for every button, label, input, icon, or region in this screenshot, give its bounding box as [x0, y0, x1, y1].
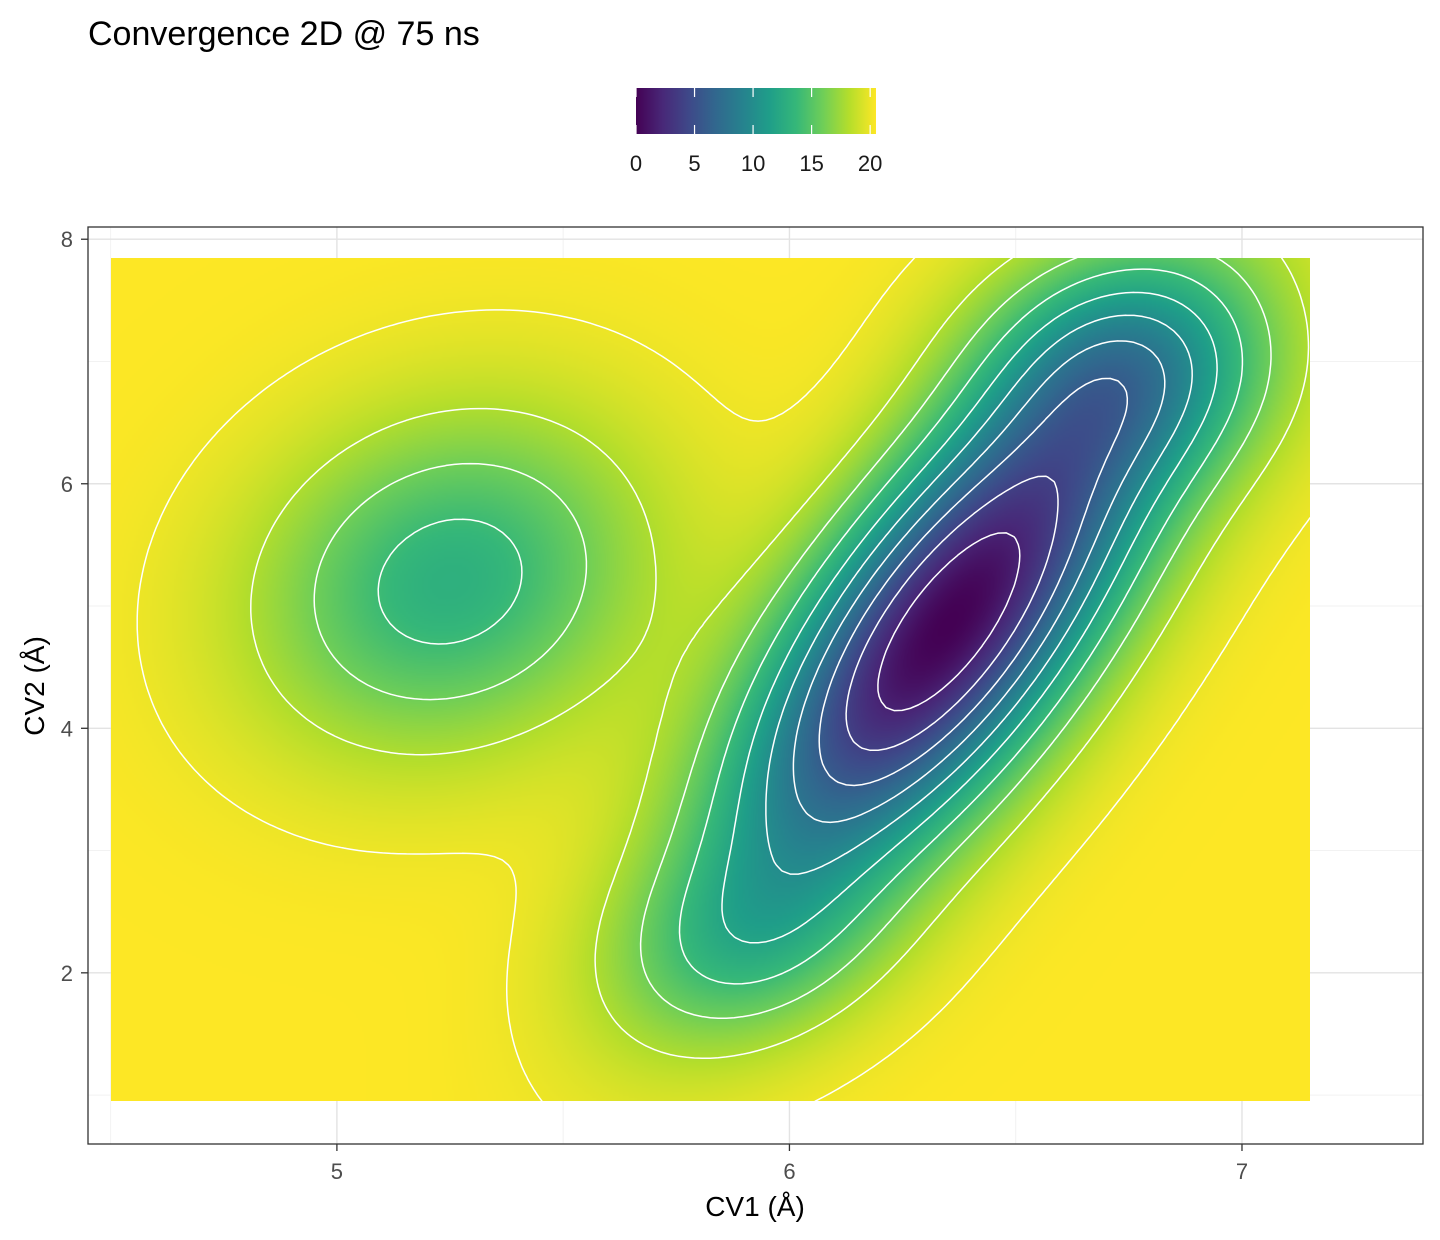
colorbar-ticks: 0 5 10 15 20: [630, 88, 882, 176]
y-tick-label: 6: [61, 472, 73, 497]
contour-line: [721, 291, 1218, 944]
x-tick-label: 7: [1236, 1159, 1248, 1184]
contour-line: [765, 314, 1193, 875]
colorbar-tick-label: 20: [858, 151, 882, 176]
contour-line: [845, 475, 1059, 752]
contour-line: [818, 377, 1129, 787]
y-tick-label: 4: [61, 716, 73, 741]
colorbar-tick-label: 10: [741, 151, 765, 176]
contour-line: [877, 532, 1021, 712]
x-tick-label: 6: [783, 1159, 795, 1184]
x-axis-label: CV1 (Å): [705, 1191, 805, 1222]
contour-line: [136, 256, 1311, 1102]
y-tick-label: 8: [61, 227, 73, 252]
x-tick-label: 5: [331, 1159, 343, 1184]
chart-title: Convergence 2D @ 75 ns: [88, 15, 480, 53]
x-axis: 5 6 7: [331, 1144, 1248, 1184]
y-axis-label: CV2 (Å): [19, 636, 50, 736]
colorbar-gradient: [636, 88, 876, 134]
colorbar-legend: 0 5 10 15 20: [630, 88, 882, 176]
contour-line: [792, 340, 1166, 824]
colorbar-tick-label: 0: [630, 151, 642, 176]
contour-line: [313, 256, 1272, 1019]
y-tick-label: 2: [61, 961, 73, 986]
colorbar-tick-label: 15: [799, 151, 823, 176]
plot-panel-border: [87, 226, 1424, 1145]
contour-line: [377, 268, 1244, 985]
heatmap-surface: [111, 258, 1310, 1101]
contour-line: [250, 256, 1310, 1060]
y-axis: 2 4 6 8: [61, 227, 88, 986]
contour-lines: [136, 256, 1311, 1102]
colorbar-tick-label: 5: [688, 151, 700, 176]
